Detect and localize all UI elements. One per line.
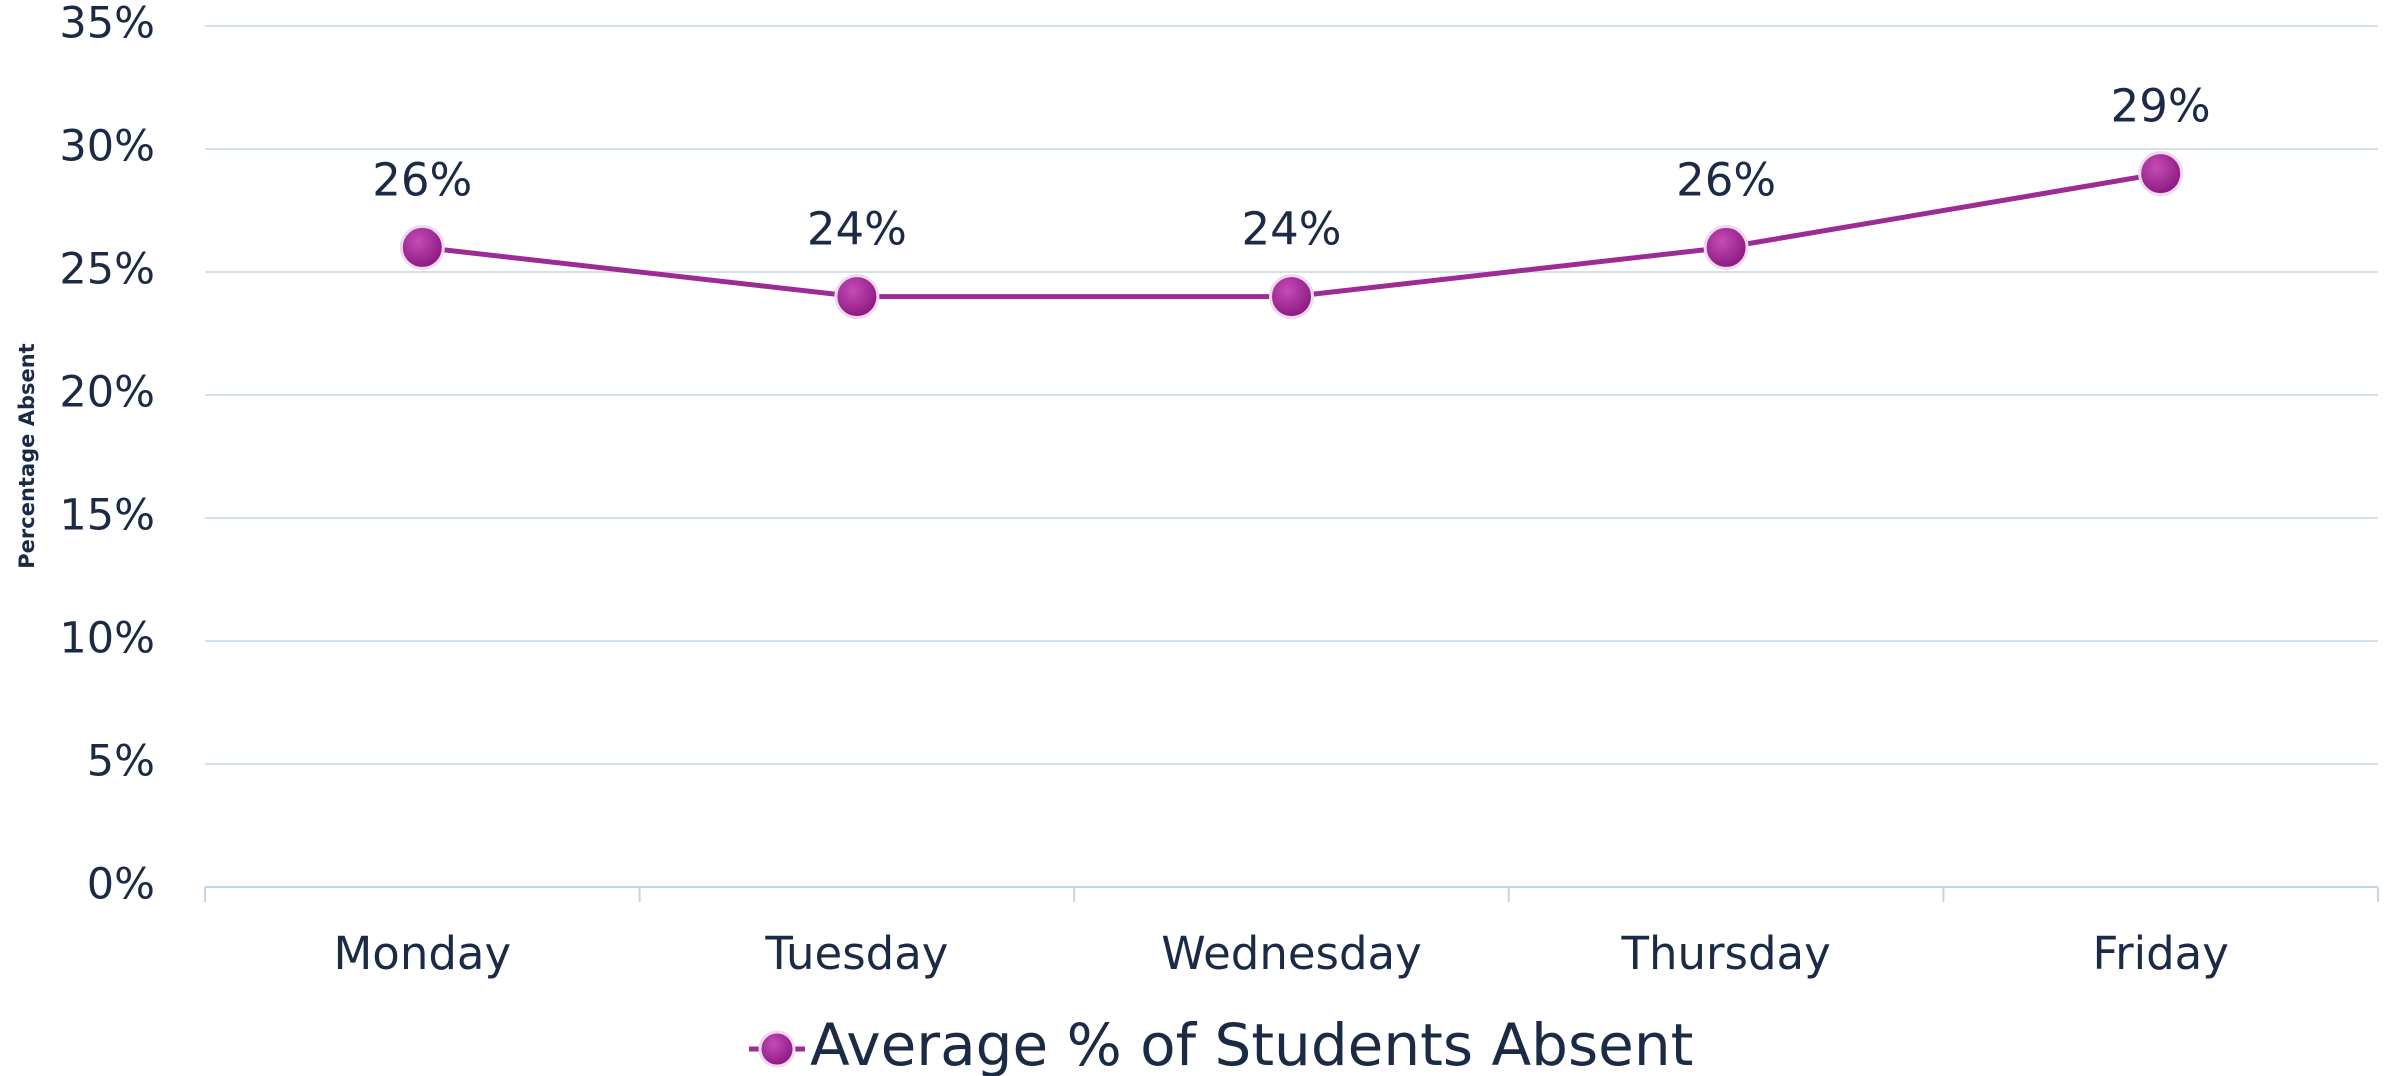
y-tick-label: 10% <box>59 614 155 664</box>
y-tick-label: 5% <box>87 737 155 787</box>
y-tick-label: 15% <box>59 491 155 541</box>
x-tick-label: Tuesday <box>764 927 948 980</box>
y-tick-label: 30% <box>59 122 155 172</box>
y-tick-label: 20% <box>59 368 155 418</box>
data-label: 26% <box>1676 153 1776 206</box>
marker <box>1703 224 1749 270</box>
x-tick-label: Thursday <box>1620 927 1830 980</box>
marker <box>399 224 445 270</box>
data-label: 29% <box>2111 80 2211 133</box>
y-tick-label: 25% <box>59 245 155 295</box>
data-label: 24% <box>807 203 907 256</box>
legend-label: Average % of Students Absent <box>810 1011 1693 1076</box>
legend-marker <box>758 1030 796 1068</box>
x-tick-label: Wednesday <box>1161 927 1422 980</box>
x-tick-label: Friday <box>2093 927 2229 980</box>
marker <box>2138 151 2184 197</box>
data-label: 26% <box>372 153 472 206</box>
y-tick-label: 0% <box>87 860 155 910</box>
data-label: 24% <box>1241 203 1341 256</box>
y-tick-label: 35% <box>59 0 155 49</box>
x-tick-label: Monday <box>333 927 511 980</box>
marker <box>1269 274 1314 320</box>
y-axis-label: Percentage Absent <box>15 343 39 568</box>
marker <box>834 274 880 320</box>
